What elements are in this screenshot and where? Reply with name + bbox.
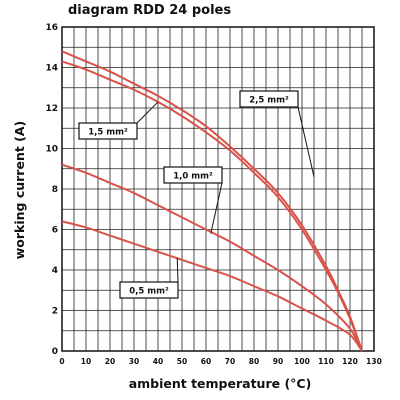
callout-leader (210, 182, 223, 234)
y-tick-label: 10 (45, 145, 58, 155)
x-tick-label: 30 (129, 357, 139, 366)
chart-title: diagram RDD 24 poles (68, 3, 231, 18)
x-tick-label: 20 (105, 357, 115, 366)
x-tick-label: 120 (342, 357, 358, 366)
y-axis-label: working current (A) (12, 121, 27, 260)
x-tick-label: 40 (153, 357, 163, 366)
y-tick-label: 16 (45, 23, 58, 33)
series-label: 2,5 mm² (249, 96, 289, 106)
x-tick-label: 110 (318, 357, 334, 366)
x-tick-label: 80 (249, 357, 259, 366)
y-tick-label: 6 (52, 226, 58, 236)
y-tick-label: 2 (52, 307, 58, 317)
series-label: 1,0 mm² (173, 172, 213, 182)
x-axis-ticks: 0 10 20 30 40 50 60 70 80 90 100 110 120 130 (59, 357, 381, 366)
series-label: 0,5 mm² (129, 287, 169, 297)
series-line (61, 60, 363, 352)
grid (61, 26, 375, 352)
callout-box (119, 281, 179, 299)
y-tick-label: 8 (52, 185, 58, 195)
x-tick-label: 100 (294, 357, 310, 366)
y-tick-label: 4 (52, 266, 58, 276)
x-tick-label: 130 (366, 357, 382, 366)
y-tick-label: 14 (45, 64, 58, 74)
y-tick-label: 12 (45, 104, 58, 114)
callout-leader (297, 106, 315, 177)
series-line (61, 163, 363, 352)
callout-box (163, 166, 223, 184)
y-axis-ticks: 0 2 4 6 8 10 12 14 16 (45, 23, 58, 357)
x-tick-label: 90 (273, 357, 283, 366)
series-line (61, 220, 363, 352)
plot-frame (61, 26, 375, 352)
x-tick-label: 60 (201, 357, 211, 366)
series-line (61, 50, 363, 352)
x-axis-label: ambient temperature (°C) (129, 376, 312, 391)
callout-leader (176, 257, 179, 283)
x-tick-label: 70 (225, 357, 235, 366)
series-lines (61, 50, 363, 352)
x-tick-label: 50 (177, 357, 187, 366)
x-tick-label: 0 (59, 357, 64, 366)
y-tick-label: 0 (52, 347, 58, 357)
series-label: 1,5 mm² (88, 128, 128, 138)
callouts: 2,5 mm² 1,5 mm² 1,0 mm² 0,5 mm² (78, 90, 315, 299)
callout-box (239, 90, 299, 108)
callout-leader (136, 101, 159, 124)
x-tick-label: 10 (81, 357, 91, 366)
callout-box (78, 122, 138, 140)
